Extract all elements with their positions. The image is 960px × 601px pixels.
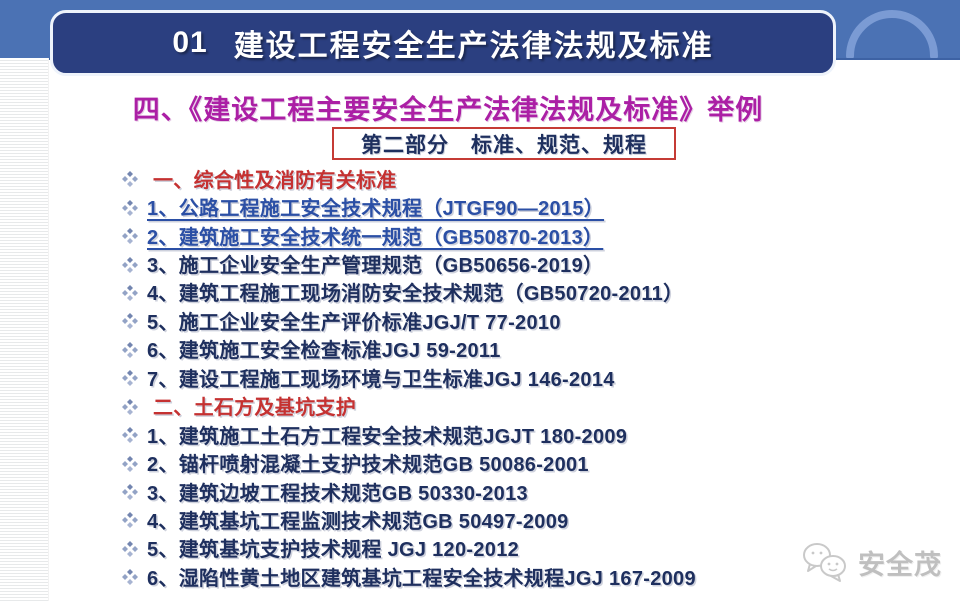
diamond-bullet-icon <box>122 540 138 557</box>
list-item: 5、施工企业安全生产评价标准JGJ/T 77-2010 <box>122 306 942 334</box>
diamond-bullet-icon <box>122 284 138 301</box>
brand-logo: 安全茂 <box>800 536 950 588</box>
list-item-text[interactable]: 2、建筑施工安全技术统一规范（GB50870-2013） <box>147 226 604 249</box>
section-header-row: 一、综合性及消防有关标准 <box>122 164 942 192</box>
diamond-bullet-icon <box>122 256 138 273</box>
list-item-text: 4、建筑工程施工现场消防安全技术规范（GB50720-2011） <box>147 283 684 306</box>
list-item-text: 2、锚杆喷射混凝土支护技术规范GB 50086-2001 <box>147 454 589 477</box>
list-item: 6、建筑施工安全检查标准JGJ 59-2011 <box>122 335 942 363</box>
list-item[interactable]: 1、公路工程施工安全技术规程（JTGF90—2015） <box>122 192 942 220</box>
slide-subtitle: 四、《建设工程主要安全生产法律法规及标准》举例 <box>132 95 764 125</box>
diamond-bullet-icon <box>122 426 138 444</box>
list-item-text: 二、土石方及基坑支护 <box>153 397 356 420</box>
circle-arc-decoration <box>842 8 942 58</box>
diamond-bullet-icon <box>122 511 138 529</box>
list-item-text: 3、施工企业安全生产管理规范（GB50656-2019） <box>147 255 604 278</box>
list-item-text: 5、施工企业安全生产评价标准JGJ/T 77-2010 <box>147 311 561 334</box>
diamond-bullet-icon <box>122 170 138 188</box>
left-stripe-decoration <box>0 58 49 601</box>
list-item: 4、建筑工程施工现场消防安全技术规范（GB50720-2011） <box>122 278 942 306</box>
chapter-number: 01 <box>172 26 208 59</box>
list-item: 4、建筑基坑工程监测技术规范GB 50497-2009 <box>122 505 942 533</box>
diamond-bullet-icon <box>122 483 138 501</box>
list-item[interactable]: 2、建筑施工安全技术统一规范（GB50870-2013） <box>122 221 942 249</box>
slide-title-bar: 01 建设工程安全生产法律法规及标准 <box>50 10 836 76</box>
diamond-bullet-icon <box>122 398 138 415</box>
list-item: 3、施工企业安全生产管理规范（GB50656-2019） <box>122 249 942 277</box>
part-label-box: 第二部分 标准、规范、规程 <box>332 127 676 160</box>
list-item-text: 1、建筑施工土石方工程安全技术规范JGJT 180-2009 <box>147 425 628 448</box>
diamond-bullet-icon <box>122 227 138 245</box>
list-item: 7、建设工程施工现场环境与卫生标准JGJ 146-2014 <box>122 363 942 391</box>
list-item-text[interactable]: 1、公路工程施工安全技术规程（JTGF90—2015） <box>147 198 605 221</box>
standards-list: 一、综合性及消防有关标准 1、公路工程施工安全技术规程（JTGF90—2015） 2… <box>122 164 942 591</box>
list-item-text: 3、建筑边坡工程技术规范GB 50330-2013 <box>147 482 528 505</box>
list-item: 5、建筑基坑支护技术规程 JGJ 120-2012 <box>122 534 942 562</box>
list-item: 2、锚杆喷射混凝土支护技术规范GB 50086-2001 <box>122 448 942 476</box>
list-item-text: 4、建筑基坑工程监测技术规范GB 50497-2009 <box>147 510 569 533</box>
list-item-text: 7、建设工程施工现场环境与卫生标准JGJ 146-2014 <box>147 368 615 391</box>
diamond-bullet-icon <box>122 312 138 330</box>
diamond-bullet-icon <box>122 568 138 586</box>
list-item: 3、建筑边坡工程技术规范GB 50330-2013 <box>122 477 942 505</box>
list-item-text: 6、湿陷性黄土地区建筑基坑工程安全技术规程JGJ 167-2009 <box>147 567 696 590</box>
list-item: 1、建筑施工土石方工程安全技术规范JGJT 180-2009 <box>122 420 942 448</box>
diamond-bullet-icon <box>122 455 138 472</box>
chat-bubbles-icon <box>803 543 846 582</box>
list-item-text: 6、建筑施工安全检查标准JGJ 59-2011 <box>147 340 501 363</box>
brand-name: 安全茂 <box>858 549 942 580</box>
section-header-row: 二、土石方及基坑支护 <box>122 392 942 420</box>
list-item: 6、湿陷性黄土地区建筑基坑工程安全技术规程JGJ 167-2009 <box>122 562 942 590</box>
list-item-text: 5、建筑基坑支护技术规程 JGJ 120-2012 <box>147 539 520 562</box>
diamond-bullet-icon <box>122 199 138 216</box>
page-title: 建设工程安全生产法律法规及标准 <box>233 30 714 63</box>
list-item-text: 一、综合性及消防有关标准 <box>153 169 397 192</box>
diamond-bullet-icon <box>122 341 138 358</box>
diamond-bullet-icon <box>122 369 138 387</box>
